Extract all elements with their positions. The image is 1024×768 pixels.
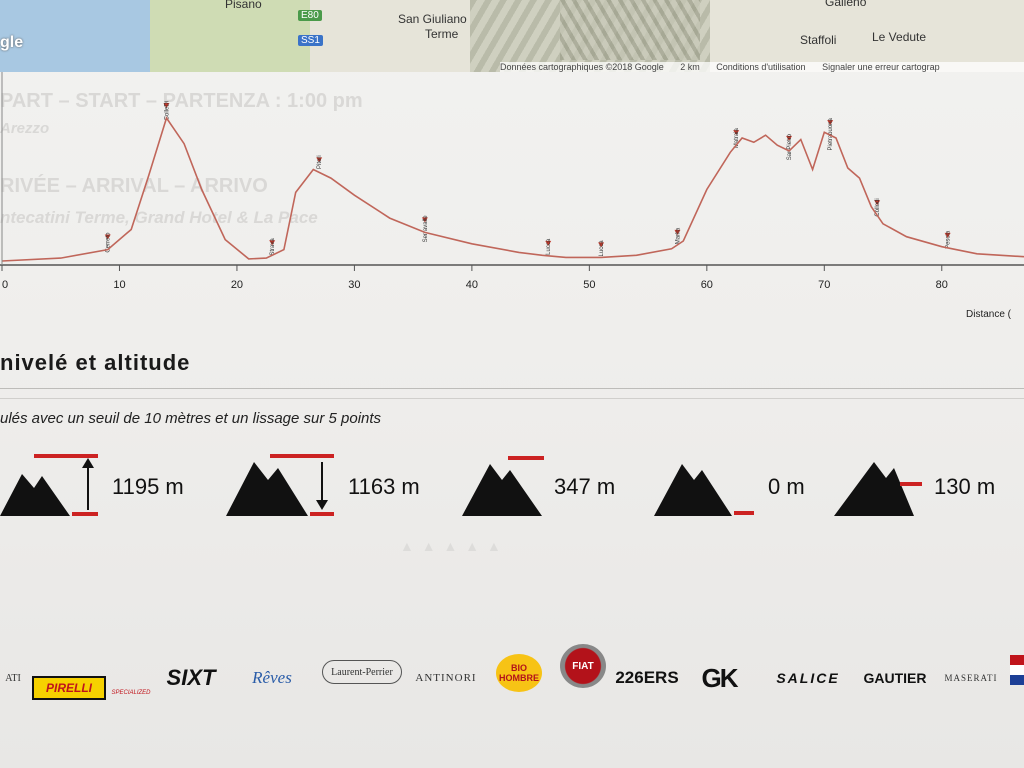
- section-title: nivelé et altitude: [0, 350, 191, 375]
- x-tick-label: 20: [231, 279, 243, 291]
- elevation-profile-line: [1, 116, 1024, 262]
- sponsor-gautier: GAUTIER: [863, 670, 927, 686]
- stat-min-altitude: 0 m: [654, 452, 824, 522]
- max-altitude-value: 347 m: [554, 474, 616, 499]
- waypoint-marker: [674, 229, 681, 235]
- map-place-san-giuliano: San Giuliano: [398, 12, 467, 26]
- max-altitude-icon: [462, 456, 544, 516]
- min-altitude-icon: [654, 464, 754, 516]
- waypoint-label: Serravalle: [423, 215, 429, 243]
- sponsor-reves: Rêves: [252, 668, 292, 687]
- x-tick-label: 10: [113, 279, 125, 291]
- sponsor-specialized: SPECIALIZED: [111, 690, 151, 696]
- waypoint-marker: [316, 157, 323, 163]
- sponsor-ati: ATI: [5, 672, 21, 684]
- waypoint-marker: [944, 232, 951, 238]
- mean-altitude-value: 130 m: [934, 474, 996, 499]
- waypoint-marker: [733, 130, 740, 136]
- waypoint-label: Strava: [270, 238, 276, 256]
- waypoint-label: ColleDi: [164, 101, 170, 120]
- map-strip[interactable]: Pisano San Giuliano Terme Staffoli Le Ve…: [0, 0, 1024, 72]
- section-subtitle: ulés avec un seuil de 10 mètres et un li…: [0, 410, 382, 427]
- x-tick-label: 0: [2, 279, 8, 291]
- sponsor-antinori: ANTINORI: [415, 672, 477, 684]
- ghost-arrive-place: ntecatini Terme, Grand Hotel & La Pace: [0, 208, 318, 227]
- x-tick-label: 60: [701, 279, 713, 291]
- sponsor-sixt: SIXT: [166, 665, 216, 690]
- map-copyright: Données cartographiques ©2018 Google: [500, 62, 664, 72]
- sponsor-fiat: FIAT: [560, 644, 606, 688]
- sponsor-bio-hombre: BIO HOMBRE: [496, 654, 542, 692]
- waypoint-marker: [421, 217, 428, 223]
- stat-max-altitude: 347 m: [462, 452, 642, 522]
- min-altitude-value: 0 m: [768, 474, 805, 499]
- map-terms-link[interactable]: Conditions d'utilisation: [716, 62, 806, 72]
- map-report-link[interactable]: Signaler une erreur cartograp: [822, 62, 940, 72]
- waypoint-label: Matraia: [734, 128, 740, 149]
- waypoint-label: Cerreto: [106, 232, 112, 253]
- descent-icon: [226, 454, 334, 516]
- divider-ghost: [0, 398, 1024, 399]
- map-lowland: [150, 0, 310, 72]
- map-hills-relief: [560, 0, 700, 60]
- ascent-value: 1195 m: [112, 474, 184, 499]
- x-tick-label: 70: [818, 279, 830, 291]
- x-tick-label: 30: [348, 279, 360, 291]
- waypoint-label: Lucca: [546, 238, 552, 255]
- sponsor-gk: GK: [701, 662, 739, 693]
- map-road-badge-e80: E80: [298, 10, 322, 21]
- stat-mean-altitude: 130 m: [834, 452, 1024, 522]
- ascent-icon: [0, 454, 98, 516]
- waypoint-marker: [874, 200, 881, 206]
- map-place-terme: Terme: [425, 27, 459, 41]
- sponsor-226ers: 226ERS: [615, 668, 679, 687]
- waypoint-label: SanPietro: [787, 133, 793, 160]
- map-scale-label: 2 km: [680, 62, 700, 72]
- waypoint-marker: [786, 135, 793, 141]
- sponsor-salice: SALICE: [776, 670, 840, 686]
- google-logo: gle: [0, 34, 24, 51]
- x-tick-label: 40: [466, 279, 478, 291]
- stat-descent: 1163 m: [226, 452, 446, 522]
- sponsor-partial-logo: [1010, 655, 1024, 685]
- waypoint-marker: [545, 240, 552, 246]
- map-place-galleno: Galleno: [825, 0, 867, 9]
- stat-ascent: 1195 m: [0, 452, 220, 522]
- ghost-start-place: Arezzo: [0, 120, 50, 137]
- x-axis-label: Distance (: [966, 309, 1012, 320]
- map-road-badge-ss1: SS1: [298, 35, 323, 46]
- mean-altitude-icon: [834, 462, 922, 516]
- map-place-pisano: Pisano: [225, 0, 262, 11]
- sponsor-maserati: MASERATI: [944, 673, 998, 683]
- waypoint-label: Collodi: [875, 198, 881, 216]
- waypoint-marker: [269, 240, 276, 246]
- waypoint-label: Pescia: [946, 230, 952, 249]
- divider-top: [0, 388, 1024, 389]
- ghost-start-line: PART – START – PARTENZA : 1:00 pm: [0, 90, 363, 112]
- waypoint-label: Lucca: [599, 240, 605, 257]
- x-tick-label: 50: [583, 279, 595, 291]
- map-place-le-vedute: Le Vedute: [872, 30, 927, 44]
- waypoint-marker: [104, 234, 111, 240]
- sponsor-laurent-perrier: Laurent-Perrier: [322, 660, 402, 684]
- map-footer: Données cartographiques ©2018 Google 2 k…: [500, 62, 1024, 72]
- ghost-stats-row: ▲ ▲ ▲ ▲ ▲: [400, 538, 503, 554]
- x-tick-label: 80: [936, 279, 948, 291]
- elevation-profile-chart: Cerreto ColleDi Strava Piteri Serravalle Lucc…: [0, 72, 1024, 320]
- sponsor-pirelli: PIRELLI: [32, 676, 106, 700]
- descent-value: 1163 m: [348, 474, 420, 499]
- waypoint-marker: [163, 103, 170, 108]
- waypoint-marker: [598, 242, 605, 248]
- map-place-staffoli: Staffoli: [800, 33, 837, 47]
- ghost-arrive-line: RIVÉE – ARRIVAL – ARRIVO: [0, 175, 268, 197]
- waypoint-label: Marlia: [675, 227, 681, 244]
- waypoint-marker: [827, 120, 834, 126]
- waypoint-label: Piteri: [317, 155, 323, 169]
- waypoint-label: Pietrabuona: [828, 117, 834, 150]
